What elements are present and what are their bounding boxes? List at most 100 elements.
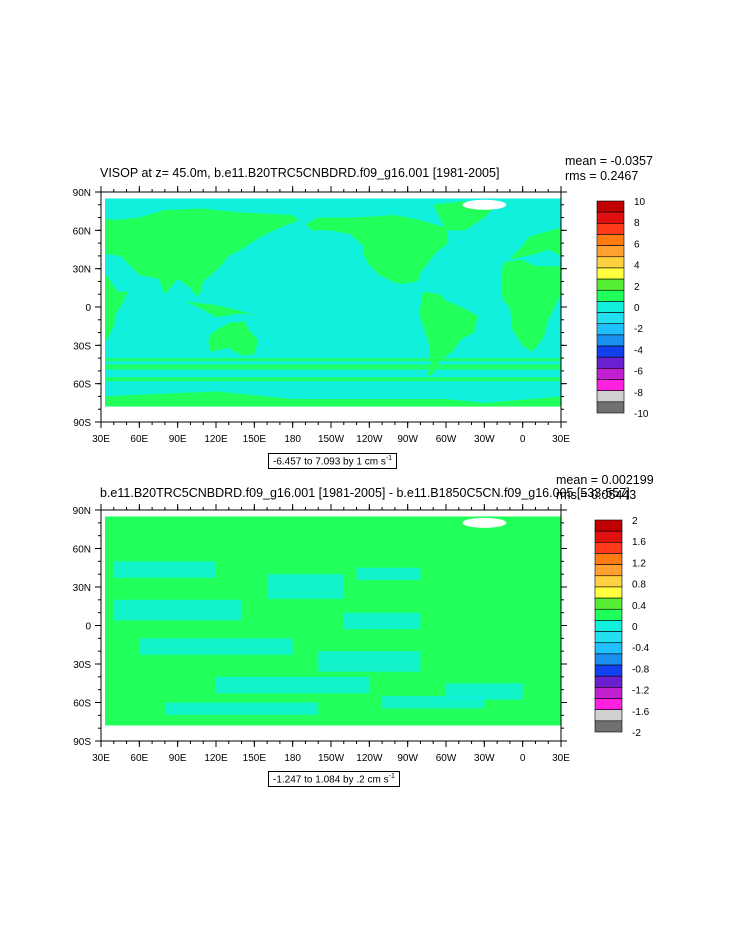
colorbar-label-7: -0.8 — [632, 664, 650, 675]
contour-info-sup-1: -1 — [385, 455, 393, 462]
colorbar-box-10 — [594, 631, 623, 644]
band-0 — [101, 364, 561, 370]
lon-label-11: 0 — [520, 753, 526, 764]
lat-label-3: 0 — [85, 303, 91, 314]
patch-9 — [382, 696, 485, 709]
colorbar-label-0: 10 — [634, 197, 646, 208]
patch-6 — [113, 561, 216, 578]
lon-label-5: 180 — [284, 753, 301, 764]
patch-10 — [164, 702, 319, 715]
lon-label-11: 0 — [520, 434, 526, 445]
missing-arctic — [462, 517, 507, 528]
band-2 — [101, 358, 561, 362]
missing-north — [101, 192, 561, 199]
colorbar-label-6: -0.4 — [632, 643, 650, 654]
continent-europe — [509, 227, 561, 260]
lon-label-12: 30E — [552, 753, 570, 764]
missing-south — [101, 406, 561, 422]
colorbar-label-4: 2 — [634, 282, 640, 293]
lon-label-8: 90W — [397, 434, 418, 445]
colorbar-box-3 — [594, 553, 623, 565]
lon-label-0: 30E — [92, 434, 110, 445]
contour-info-text-1: -6.457 to 7.093 by 1 cm s — [273, 456, 386, 468]
lat-label-4: 30S — [73, 341, 91, 352]
colorbar-label-8: -1.2 — [632, 686, 650, 697]
continent-south-america — [419, 291, 478, 378]
lat-label-6: 90S — [73, 418, 91, 429]
colorbar-label-2: 1.2 — [632, 558, 646, 569]
colorbar-label-2: 6 — [634, 239, 640, 250]
colorbar-box-12 — [594, 653, 623, 666]
rms-label-2: rms = 0.05443 — [556, 488, 637, 502]
colorbar-box-6 — [594, 586, 623, 599]
lon-label-10: 30W — [474, 753, 495, 764]
lon-label-9: 60W — [436, 434, 457, 445]
continent-indonesia — [184, 300, 255, 318]
colorbar-box-16 — [594, 698, 623, 710]
mean-label-1: mean = -0.0357 — [565, 154, 653, 168]
missing-west-edge — [101, 510, 105, 741]
colorbar-box-11 — [594, 642, 623, 655]
lat-label-0: 90N — [73, 188, 91, 199]
colorbar-label-10: -2 — [632, 728, 641, 739]
lon-label-4: 150E — [243, 434, 267, 445]
colorbar-box-0 — [594, 519, 623, 532]
lon-label-4: 150E — [243, 753, 267, 764]
lon-label-9: 60W — [436, 753, 457, 764]
colorbar-box-5 — [594, 575, 623, 588]
colorbar-box-18 — [596, 401, 625, 414]
colorbar-box-13 — [594, 664, 623, 677]
patch-1 — [267, 574, 344, 599]
contour-info-2: -1.247 to 1.084 by .2 cm s-1 — [268, 771, 400, 788]
colorbar-box-18 — [594, 720, 623, 733]
colorbar-label-7: -4 — [634, 345, 643, 356]
continent-eurasia — [101, 208, 300, 297]
colorbar-box-9 — [594, 620, 623, 632]
patch-0 — [113, 599, 242, 621]
mean-label-2: mean = 0.002199 — [556, 473, 654, 487]
colorbar-label-1: 8 — [634, 218, 640, 229]
lon-label-0: 30E — [92, 753, 110, 764]
patch-3 — [318, 651, 421, 672]
lat-label-2: 30N — [73, 265, 91, 276]
colorbar-box-2 — [594, 542, 623, 554]
continent-antarctica — [101, 391, 561, 407]
colorbar-label-5: 0 — [632, 622, 638, 633]
plot-title-2: b.e11.B20TRC5CNBDRD.f09_g16.001 [1981-20… — [100, 486, 630, 500]
colorbar-box-7 — [594, 597, 623, 610]
patch-4 — [343, 612, 421, 630]
missing-north — [101, 510, 561, 517]
lon-label-1: 60E — [130, 753, 148, 764]
lon-label-3: 120E — [204, 753, 228, 764]
continent-africa — [500, 259, 561, 352]
colorbar-box-14 — [594, 675, 623, 688]
lon-label-2: 90E — [169, 434, 187, 445]
colorbar-label-3: 0.8 — [632, 580, 646, 591]
lon-label-2: 90E — [169, 753, 187, 764]
colorbar-label-3: 4 — [634, 261, 640, 272]
lat-label-0: 90N — [73, 506, 91, 517]
colorbar-label-9: -1.6 — [632, 707, 650, 718]
rms-label-1: rms = 0.2467 — [565, 169, 639, 183]
colorbar-label-9: -8 — [634, 388, 643, 399]
lat-label-6: 90S — [73, 737, 91, 748]
lon-label-7: 120W — [356, 434, 383, 445]
missing-south — [101, 725, 561, 741]
colorbar-label-10: -10 — [634, 409, 649, 420]
lat-label-1: 60N — [73, 545, 91, 556]
panel-1: VISOP at z= 45.0m, b.e11.B20TRC5CNBDRD.f… — [0, 0, 733, 470]
continent-africa-west — [101, 266, 128, 352]
lat-label-1: 60N — [73, 226, 91, 237]
colorbar-label-8: -6 — [634, 367, 643, 378]
colorbar-label-5: 0 — [634, 303, 640, 314]
lon-label-8: 90W — [397, 753, 418, 764]
contour-info-1: -6.457 to 7.093 by 1 cm s-1 — [268, 453, 398, 470]
lon-label-6: 150W — [318, 434, 345, 445]
band-1 — [101, 377, 561, 382]
continent-north-america — [305, 215, 449, 284]
colorbar-box-4 — [594, 564, 623, 577]
lat-label-3: 0 — [85, 622, 91, 633]
lon-label-7: 120W — [356, 753, 383, 764]
contour-info-sup-2: -1 — [388, 773, 395, 780]
